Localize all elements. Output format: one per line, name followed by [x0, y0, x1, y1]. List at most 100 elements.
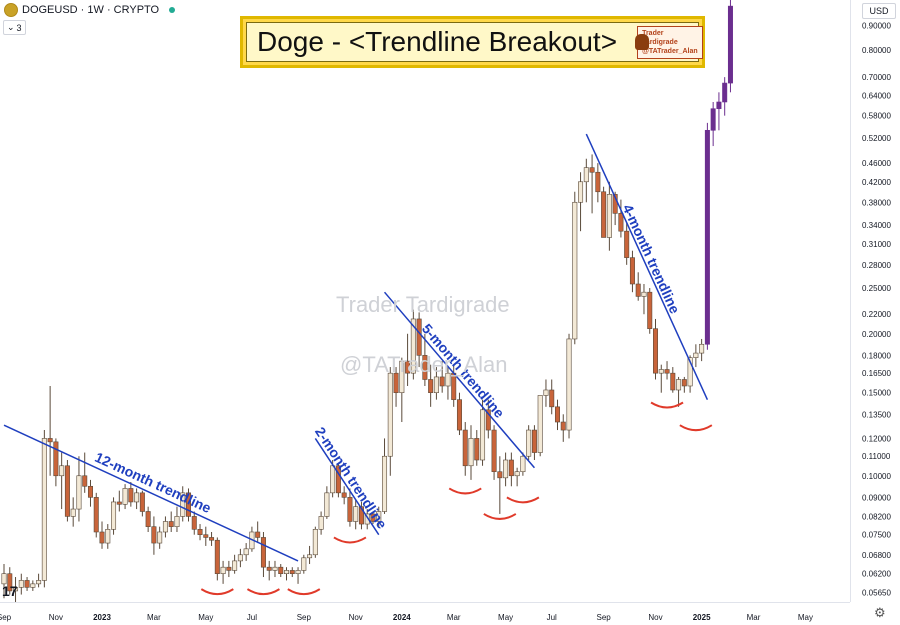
- title-inner: Doge - <Trendline Breakout> Trader Tardi…: [246, 22, 703, 62]
- trendline: [383, 291, 535, 469]
- price-tick-label: 0.58000: [862, 112, 891, 121]
- candle-body: [566, 338, 572, 431]
- candle-body: [474, 438, 480, 461]
- candle-body: [428, 379, 434, 394]
- candle-body: [151, 526, 157, 544]
- candle-body: [260, 537, 266, 568]
- tradingview-logo-icon[interactable]: 17: [2, 583, 18, 599]
- candle-body: [727, 5, 733, 84]
- indicator-count-badge[interactable]: ⌄ 3: [3, 20, 26, 35]
- candle-body: [1, 573, 7, 585]
- time-tick-label: May: [498, 613, 513, 622]
- candle-body: [606, 194, 612, 238]
- candle-body: [681, 379, 687, 387]
- candle-body: [376, 511, 382, 522]
- candle-body: [647, 291, 653, 330]
- candle-body: [145, 511, 151, 527]
- price-tick-label: 0.22000: [862, 310, 891, 319]
- chart-title: Doge - <Trendline Breakout>: [257, 26, 618, 57]
- candle-body: [139, 492, 145, 512]
- badge-value: 3: [16, 22, 22, 33]
- price-axis[interactable]: [850, 0, 900, 602]
- candle-body: [641, 291, 647, 297]
- candle-body: [70, 508, 76, 517]
- time-tick-label: Mar: [747, 613, 761, 622]
- symbol-label[interactable]: DOGEUSD · 1W · CRYPTO: [22, 4, 160, 16]
- candle-body: [197, 529, 203, 536]
- watermark-name: Trader Tardigrade: [336, 292, 510, 317]
- candle-body: [324, 492, 330, 517]
- candle-body: [295, 570, 301, 574]
- candle-body: [318, 516, 324, 530]
- candle-body: [445, 372, 451, 387]
- candle-body: [433, 376, 439, 394]
- settings-gear-icon[interactable]: ⚙: [874, 605, 886, 620]
- candle-body: [624, 230, 630, 258]
- candle-body: [99, 531, 105, 544]
- price-tick-label: 0.08200: [862, 512, 891, 521]
- candle-body: [629, 257, 635, 285]
- candle-body: [358, 506, 364, 525]
- candle-body: [710, 108, 716, 131]
- candle-body: [399, 360, 405, 394]
- candle-body: [653, 328, 659, 374]
- currency-selector[interactable]: USD: [862, 3, 896, 19]
- candle-body: [664, 369, 670, 374]
- candle-body: [76, 475, 82, 510]
- candle-body: [676, 379, 682, 391]
- candle-body: [422, 355, 428, 380]
- support-arc: [448, 487, 482, 495]
- y-axis: 0.05650 0.06200 0.06800 0.07500 0.08200 0.090…: [862, 22, 891, 598]
- candle-body: [699, 343, 705, 354]
- candle-body: [618, 213, 624, 232]
- time-tick-label: Nov: [349, 613, 363, 622]
- candle-body: [122, 488, 128, 505]
- candle-body: [13, 587, 19, 592]
- candle-body: [560, 421, 566, 431]
- time-tick-label: Mar: [447, 613, 461, 622]
- price-tick-label: 0.52000: [862, 134, 891, 143]
- candle-body: [526, 429, 532, 457]
- price-tick-label: 0.25000: [862, 284, 891, 293]
- candles: [1, 0, 733, 602]
- price-tick-label: 0.20000: [862, 330, 891, 339]
- price-tick-label: 0.06800: [862, 551, 891, 560]
- time-tick-label: 2024: [393, 613, 411, 622]
- candle-body: [485, 409, 491, 431]
- price-tick-label: 0.16500: [862, 369, 891, 378]
- candle-body: [716, 101, 722, 110]
- candle-body: [439, 376, 445, 387]
- support-arc: [650, 401, 684, 409]
- candle-body: [531, 429, 537, 453]
- watermark-handle: @TATrader_Alan: [340, 352, 508, 377]
- price-tick-label: 0.31000: [862, 240, 891, 249]
- trendline: [3, 424, 299, 562]
- price-tick-label: 0.10000: [862, 472, 891, 481]
- candle-body: [491, 429, 497, 473]
- candle-body: [480, 409, 486, 461]
- support-arc: [333, 536, 367, 544]
- price-tick-label: 0.06200: [862, 570, 891, 579]
- time-tick-label: Mar: [147, 613, 161, 622]
- candle-body: [134, 492, 140, 503]
- candle-body: [24, 580, 30, 588]
- brand-name: Trader Tardigrade: [642, 29, 678, 46]
- candle-body: [589, 167, 595, 173]
- price-tick-label: 0.05650: [862, 589, 891, 598]
- candle-body: [503, 459, 509, 479]
- candle-body: [18, 580, 24, 588]
- candle-body: [30, 583, 36, 588]
- candle-body: [687, 357, 693, 387]
- candle-body: [410, 318, 416, 374]
- candle-body: [416, 318, 422, 356]
- candle-body: [255, 531, 261, 538]
- time-tick-label: Sep: [297, 613, 312, 622]
- candle-body: [116, 501, 122, 505]
- price-tick-label: 0.80000: [862, 46, 891, 55]
- candle-body: [456, 399, 462, 431]
- candle-body: [266, 566, 272, 571]
- candle-body: [209, 537, 215, 541]
- time-axis[interactable]: [0, 602, 850, 625]
- candle-body: [36, 580, 42, 585]
